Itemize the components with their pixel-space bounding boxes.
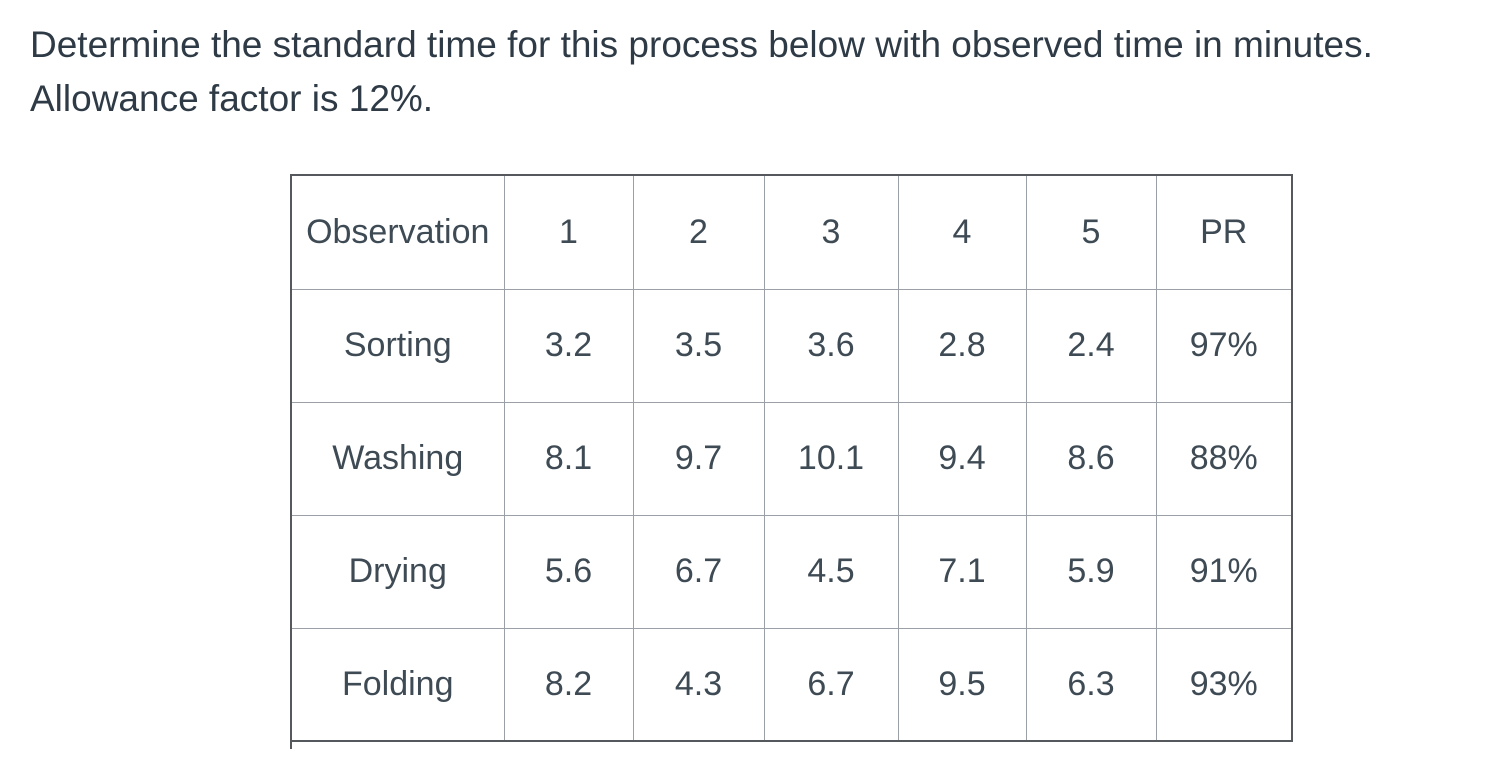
- data-cell: 8.6: [1025, 401, 1157, 516]
- table-row-folding: Folding 8.2 4.3 6.7 9.5 6.3 93%: [290, 627, 1293, 742]
- data-cell: 9.5: [897, 627, 1027, 742]
- observation-table: Observation 1 2 3 4 5 PR Sorting 3.2 3.5…: [290, 174, 1293, 742]
- pr-cell: 91%: [1155, 514, 1293, 629]
- observation-table-container: Observation 1 2 3 4 5 PR Sorting 3.2 3.5…: [290, 174, 1293, 749]
- question-line-1: Determine the standard time for this pro…: [30, 24, 1373, 65]
- data-cell: 2.8: [897, 288, 1027, 403]
- data-cell: 3.2: [503, 288, 634, 403]
- data-cell: 8.2: [503, 627, 634, 742]
- data-cell: 4.3: [632, 627, 765, 742]
- question-line-2: Allowance factor is 12%.: [30, 78, 434, 119]
- row-label: Washing: [290, 401, 505, 516]
- table-header-row: Observation 1 2 3 4 5 PR: [290, 174, 1293, 290]
- data-cell: 3.5: [632, 288, 765, 403]
- column-header-5: 5: [1025, 174, 1157, 290]
- column-header-2: 2: [632, 174, 765, 290]
- column-header-1: 1: [503, 174, 634, 290]
- pr-cell: 93%: [1155, 627, 1293, 742]
- pr-cell: 97%: [1155, 288, 1293, 403]
- column-header-observation: Observation: [290, 174, 505, 290]
- data-cell: 2.4: [1025, 288, 1157, 403]
- row-label: Folding: [290, 627, 505, 742]
- data-cell: 4.5: [763, 514, 899, 629]
- row-label: Drying: [290, 514, 505, 629]
- question-text: Determine the standard time for this pro…: [30, 18, 1373, 126]
- table-row-drying: Drying 5.6 6.7 4.5 7.1 5.9 91%: [290, 514, 1293, 629]
- data-cell: 5.6: [503, 514, 634, 629]
- row-label: Sorting: [290, 288, 505, 403]
- pr-cell: 88%: [1155, 401, 1293, 516]
- table-row-sorting: Sorting 3.2 3.5 3.6 2.8 2.4 97%: [290, 288, 1293, 403]
- data-cell: 3.6: [763, 288, 899, 403]
- column-header-3: 3: [763, 174, 899, 290]
- data-cell: 6.7: [763, 627, 899, 742]
- column-header-4: 4: [897, 174, 1027, 290]
- column-header-pr: PR: [1155, 174, 1293, 290]
- data-cell: 10.1: [763, 401, 899, 516]
- data-cell: 7.1: [897, 514, 1027, 629]
- table-row-washing: Washing 8.1 9.7 10.1 9.4 8.6 88%: [290, 401, 1293, 516]
- data-cell: 5.9: [1025, 514, 1157, 629]
- data-cell: 8.1: [503, 401, 634, 516]
- data-cell: 6.7: [632, 514, 765, 629]
- data-cell: 6.3: [1025, 627, 1157, 742]
- data-cell: 9.4: [897, 401, 1027, 516]
- data-cell: 9.7: [632, 401, 765, 516]
